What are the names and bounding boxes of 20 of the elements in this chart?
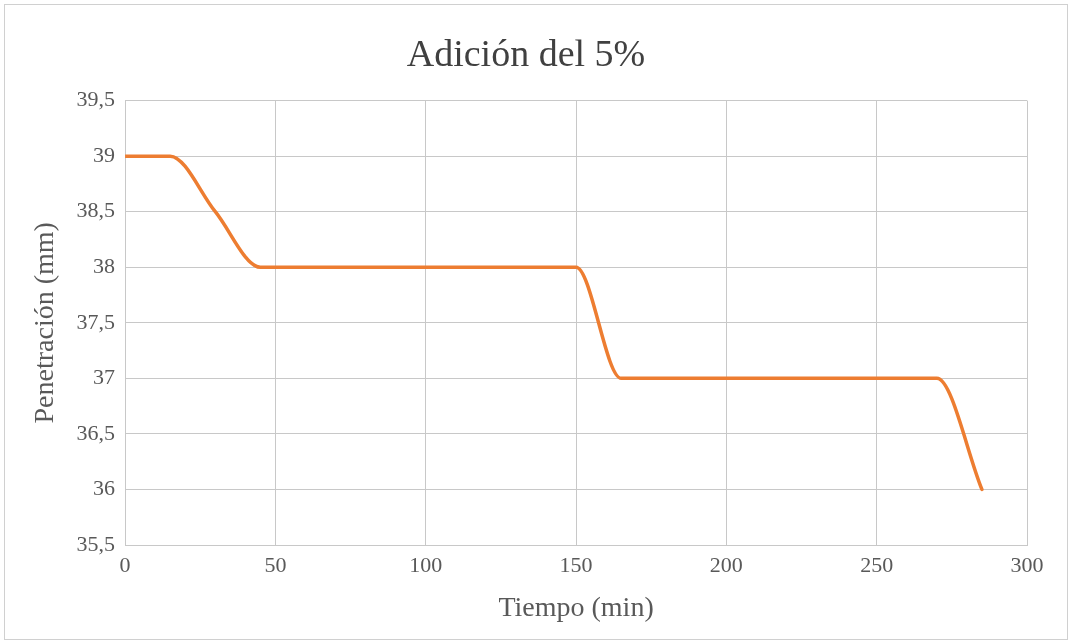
y-tick-label: 36,5 — [76, 419, 116, 445]
y-tick-label: 36 — [93, 475, 116, 501]
y-axis-title: Penetración (mm) — [28, 222, 60, 424]
y-tick-label: 38 — [93, 253, 116, 279]
x-tick-label: 100 — [409, 551, 443, 577]
x-tick-label: 300 — [1010, 551, 1044, 577]
y-tick-label: 38,5 — [76, 197, 116, 223]
x-tick-label: 250 — [860, 551, 894, 577]
x-tick-label: 50 — [264, 551, 287, 577]
y-tick-label: 39 — [93, 141, 116, 167]
x-tick-label: 150 — [559, 551, 593, 577]
x-axis-title: Tiempo (min) — [498, 590, 654, 622]
y-tick-label: 39,5 — [76, 86, 116, 112]
line-series — [125, 154, 984, 492]
y-tick-label: 35,5 — [76, 530, 116, 556]
x-tick-label: 0 — [119, 551, 131, 577]
y-tick-label: 37 — [93, 364, 116, 390]
y-tick-label: 37,5 — [76, 308, 116, 334]
chart-title: Adición del 5% — [406, 31, 646, 74]
x-tick-label: 200 — [709, 551, 743, 577]
